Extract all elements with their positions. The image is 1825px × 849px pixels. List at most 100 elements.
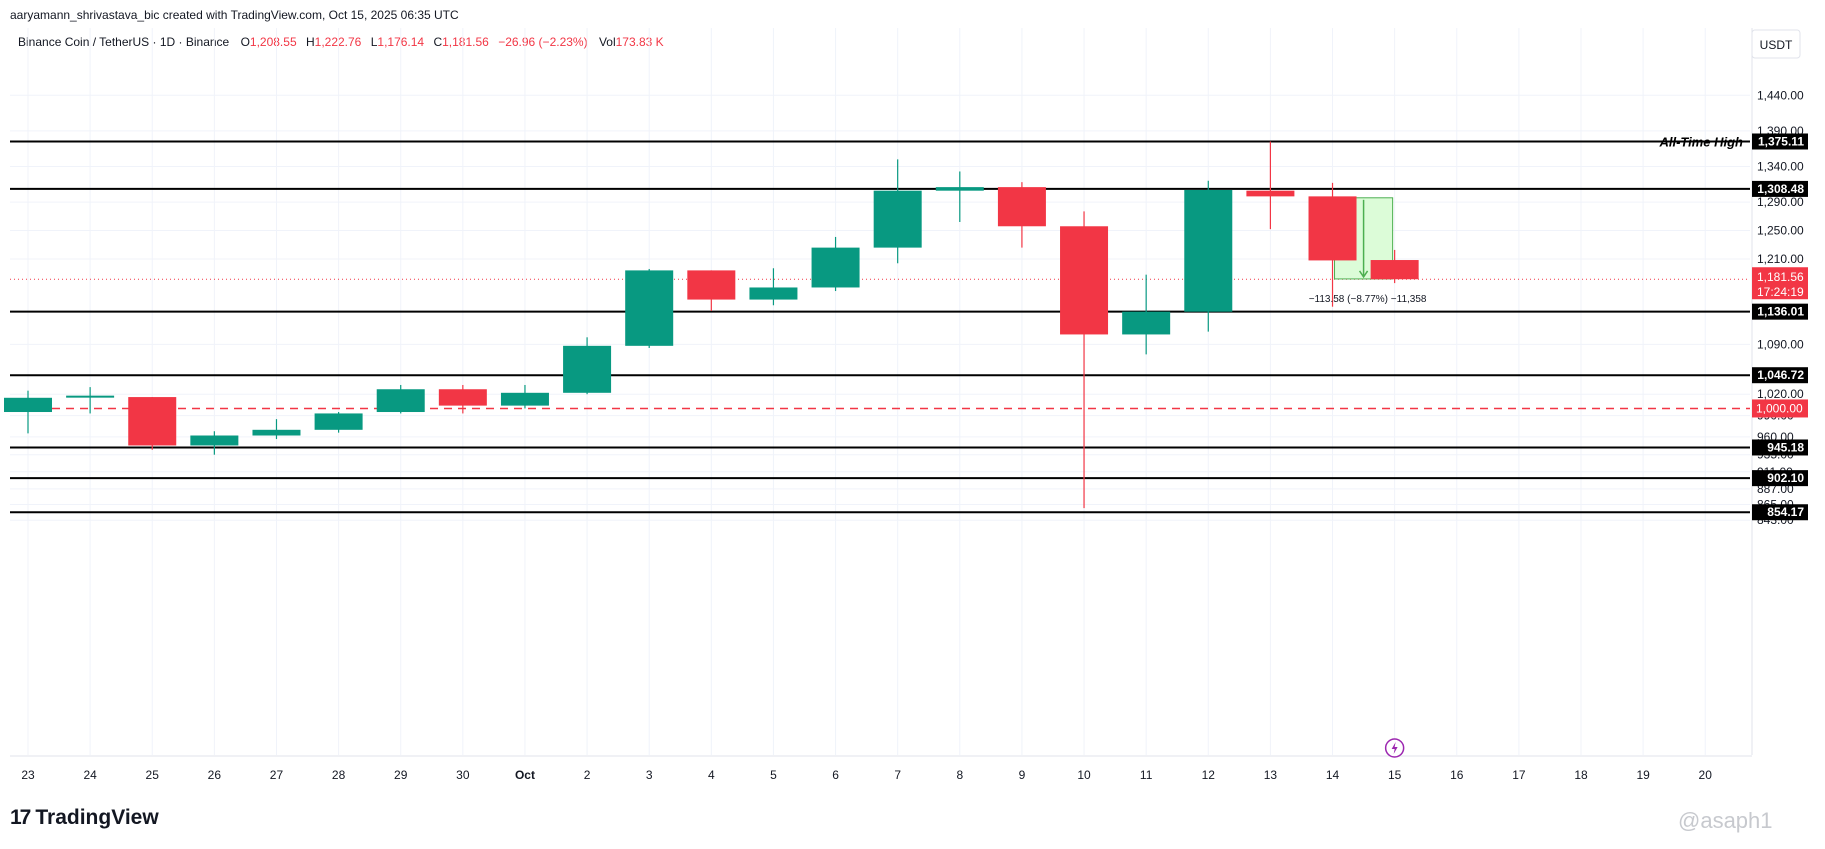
- x-tick-label: 24: [83, 768, 97, 782]
- x-tick-label: 12: [1202, 768, 1216, 782]
- candle-body[interactable]: [376, 389, 425, 413]
- y-tick-label: 1,250.00: [1757, 224, 1804, 238]
- x-tick-label: 30: [456, 768, 470, 782]
- volume-label: Vol: [598, 35, 616, 49]
- level-badge: [1752, 470, 1808, 487]
- y-tick-label: 1,020.00: [1757, 387, 1804, 401]
- candle-body[interactable]: [749, 287, 798, 300]
- x-tick-label: 15: [1388, 768, 1402, 782]
- level-annotation: All-Time High: [1658, 134, 1743, 149]
- x-tick-label: 16: [1450, 768, 1464, 782]
- level-badge: [1752, 303, 1808, 320]
- candle-body[interactable]: [190, 435, 239, 446]
- candle-body[interactable]: [1122, 311, 1171, 335]
- y-tick-label: 1,340.00: [1757, 159, 1804, 173]
- candle-body[interactable]: [811, 247, 860, 288]
- x-tick-label: 10: [1077, 768, 1091, 782]
- candle-body[interactable]: [935, 187, 984, 191]
- y-tick-label: 1,210.00: [1757, 252, 1804, 266]
- candle-body[interactable]: [500, 392, 549, 406]
- level-badge: [1752, 180, 1808, 197]
- x-tick-label: 29: [394, 768, 408, 782]
- x-tick-label: Oct: [515, 768, 535, 782]
- candle-body[interactable]: [438, 389, 487, 406]
- level-label: 1,375.11: [1758, 134, 1804, 148]
- level-label: 1,308.48: [1757, 182, 1804, 196]
- watermark: @asaph1: [1678, 808, 1773, 833]
- x-tick-label: 8: [956, 768, 963, 782]
- candle-body[interactable]: [997, 187, 1046, 227]
- x-tick-label: 11: [1140, 768, 1153, 782]
- high-label: H: [305, 35, 315, 49]
- candle-body[interactable]: [314, 413, 363, 430]
- x-tick-label: 18: [1574, 768, 1588, 782]
- candle-body[interactable]: [1060, 226, 1109, 335]
- candle-body[interactable]: [1246, 190, 1295, 197]
- x-tick-label: 19: [1636, 768, 1650, 782]
- level-label: 945.18: [1767, 440, 1804, 454]
- candle-body[interactable]: [1308, 196, 1357, 261]
- candle-body[interactable]: [252, 429, 301, 436]
- x-tick-label: 2: [584, 768, 591, 782]
- x-tick-label: 3: [646, 768, 653, 782]
- x-tick-label: 7: [894, 768, 901, 782]
- tradingview-logo-icon: 17: [10, 806, 31, 829]
- close-label: C: [433, 35, 443, 49]
- x-tick-label: 23: [21, 768, 35, 782]
- measure-arrowhead: [1358, 270, 1369, 279]
- x-tick-label: 5: [770, 768, 777, 782]
- candle-body[interactable]: [128, 397, 177, 446]
- level-label: 1,136.01: [1757, 305, 1804, 319]
- x-tick-label: 6: [832, 768, 839, 782]
- last-price-badge: [1752, 267, 1808, 300]
- candle-body[interactable]: [1370, 260, 1419, 280]
- level-badge: [1752, 133, 1808, 150]
- candle-body[interactable]: [873, 190, 922, 248]
- y-tick-label: 1,290.00: [1757, 195, 1804, 209]
- candle-body[interactable]: [4, 397, 52, 413]
- countdown-label: 17:24:19: [1757, 285, 1804, 299]
- x-tick-label: 27: [270, 768, 284, 782]
- last-price-label: 1,181.56: [1757, 270, 1804, 284]
- candle-body[interactable]: [66, 395, 115, 398]
- x-tick-label: 28: [332, 768, 346, 782]
- level-label: 1,046.72: [1757, 368, 1804, 382]
- low-label: L: [370, 35, 378, 49]
- currency-label: USDT: [1760, 38, 1793, 52]
- y-tick-label: 1,090.00: [1757, 337, 1804, 351]
- open-label: O: [240, 35, 250, 49]
- high-value: 1,222.76: [314, 35, 362, 49]
- level-label: 854.17: [1767, 505, 1804, 519]
- y-tick-label: 1,440.00: [1757, 88, 1804, 102]
- tradingview-brand[interactable]: 17 TradingView: [10, 806, 159, 830]
- x-tick-label: 4: [708, 768, 715, 782]
- brand-name: TradingView: [35, 806, 159, 829]
- currency-box[interactable]: [1751, 29, 1801, 59]
- candle-body[interactable]: [1184, 189, 1233, 312]
- x-tick-label: 13: [1264, 768, 1278, 782]
- chart-credit: aaryamann_shrivastava_bic created with T…: [10, 8, 459, 22]
- dashed-level-label: 1,000.00: [1756, 401, 1803, 415]
- x-tick-label: 26: [208, 768, 222, 782]
- x-tick-label: 25: [146, 768, 160, 782]
- candle-body[interactable]: [563, 345, 612, 393]
- change-value: −26.96 (−2.23%): [498, 35, 588, 49]
- candle-body[interactable]: [687, 270, 736, 300]
- symbol-title[interactable]: Binance Coin / TetherUS · 1D · Binance: [18, 35, 230, 49]
- x-tick-label: 20: [1699, 768, 1713, 782]
- level-badge: [1752, 367, 1808, 384]
- level-label: 902.10: [1767, 471, 1804, 485]
- x-tick-label: 9: [1019, 768, 1026, 782]
- volume-value: 173.83 K: [615, 35, 664, 49]
- x-tick-label: 14: [1326, 768, 1340, 782]
- level-badge: [1752, 504, 1808, 521]
- symbol-legend: Binance Coin / TetherUS · 1D · Binance O…: [18, 35, 664, 49]
- dashed-level-badge: [1752, 399, 1808, 418]
- open-value: 1,208.55: [249, 35, 297, 49]
- x-tick-label: 17: [1512, 768, 1526, 782]
- measure-label: −113.58 (−8.77%) −11,358: [1309, 294, 1427, 305]
- candle-body[interactable]: [625, 270, 674, 346]
- level-badge: [1752, 439, 1808, 456]
- lightning-glyph: [1391, 742, 1398, 754]
